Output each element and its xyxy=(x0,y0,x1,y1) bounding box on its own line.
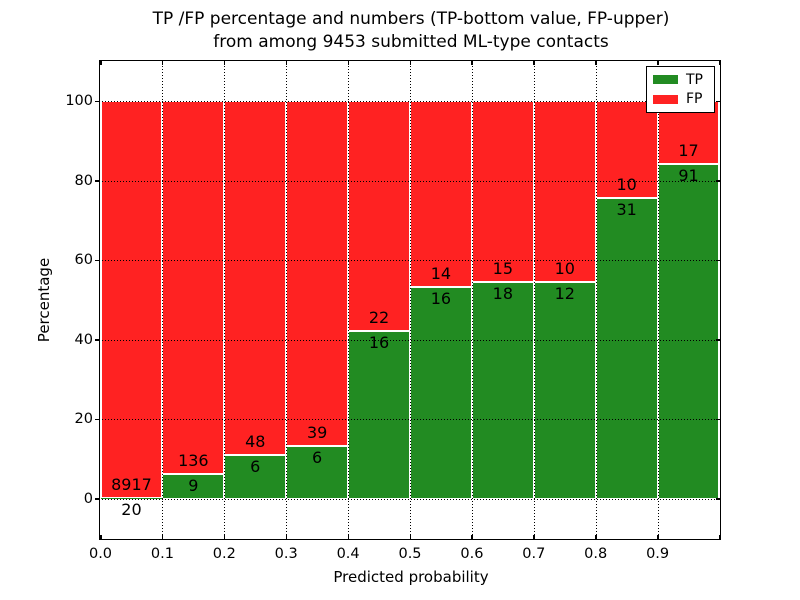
legend-swatch-tp-icon xyxy=(653,75,678,85)
bar-segment-fp-1 xyxy=(162,101,225,475)
x-tick-label-0.7: 0.7 xyxy=(522,546,546,562)
y-tick-40 xyxy=(94,339,99,341)
legend-entry-tp: TP xyxy=(653,72,708,88)
y-tick-label-60: 60 xyxy=(74,252,93,269)
y-tick-label-80: 80 xyxy=(74,172,93,189)
y-tick-label-100: 100 xyxy=(65,93,93,110)
x-tick-label-0.6: 0.6 xyxy=(460,546,484,562)
bar-segment-tp-2 xyxy=(224,454,287,499)
chart-title-line1: TP /FP percentage and numbers (TP-bottom… xyxy=(152,9,670,29)
x-tick-label-0.5: 0.5 xyxy=(398,546,422,562)
bar-segment-fp-7 xyxy=(533,101,596,282)
legend-swatch-fp-icon xyxy=(653,94,678,104)
bar-segment-tp-3 xyxy=(286,445,349,499)
bars-layer xyxy=(99,60,721,540)
bar-segment-tp-4 xyxy=(348,331,410,499)
y-tick-0 xyxy=(94,498,99,500)
y-tick-label-0: 0 xyxy=(83,490,93,507)
x-tick-label-0.0: 0.0 xyxy=(88,546,113,562)
legend-label-tp: TP xyxy=(686,71,703,88)
y-tick-80 xyxy=(94,180,99,182)
bar-segment-tp-5 xyxy=(410,286,472,499)
legend: TP FP xyxy=(646,66,715,113)
bar-segment-tp-9 xyxy=(657,163,720,499)
y-tick-label-20: 20 xyxy=(74,411,93,428)
bar-segment-tp-7 xyxy=(533,281,596,499)
y-tick-label-40: 40 xyxy=(74,331,93,348)
bar-segment-tp-0 xyxy=(100,497,163,499)
x-tick-label-0.2: 0.2 xyxy=(212,546,236,562)
bar-segment-tp-8 xyxy=(595,198,658,499)
bar-segment-tp-1 xyxy=(162,474,225,499)
chart-title-line2: from among 9453 submitted ML-type contac… xyxy=(213,32,609,52)
x-tick-label-0.1: 0.1 xyxy=(150,546,174,562)
bar-segment-fp-0 xyxy=(100,101,163,498)
legend-entry-fp: FP xyxy=(653,91,708,107)
x-tick-label-0.8: 0.8 xyxy=(584,546,608,562)
legend-label-fp: FP xyxy=(686,91,703,108)
bar-segment-fp-6 xyxy=(471,101,534,282)
bar-segment-fp-3 xyxy=(286,101,349,446)
bar-segment-fp-4 xyxy=(348,101,410,332)
y-tick-60 xyxy=(94,259,99,262)
bar-segment-fp-5 xyxy=(410,101,472,287)
y-tick-100 xyxy=(94,100,99,103)
x-tick-label-0.9: 0.9 xyxy=(646,546,670,562)
bar-segment-fp-2 xyxy=(224,101,287,455)
x-tick-label-0.3: 0.3 xyxy=(274,546,298,562)
bar-segment-tp-6 xyxy=(471,281,534,499)
bar-segment-fp-8 xyxy=(595,101,658,199)
y-axis-label: Percentage xyxy=(35,257,53,343)
y-tick-20 xyxy=(94,418,99,421)
x-tick-label-0.4: 0.4 xyxy=(336,546,360,562)
x-axis-label: Predicted probability xyxy=(333,568,489,586)
